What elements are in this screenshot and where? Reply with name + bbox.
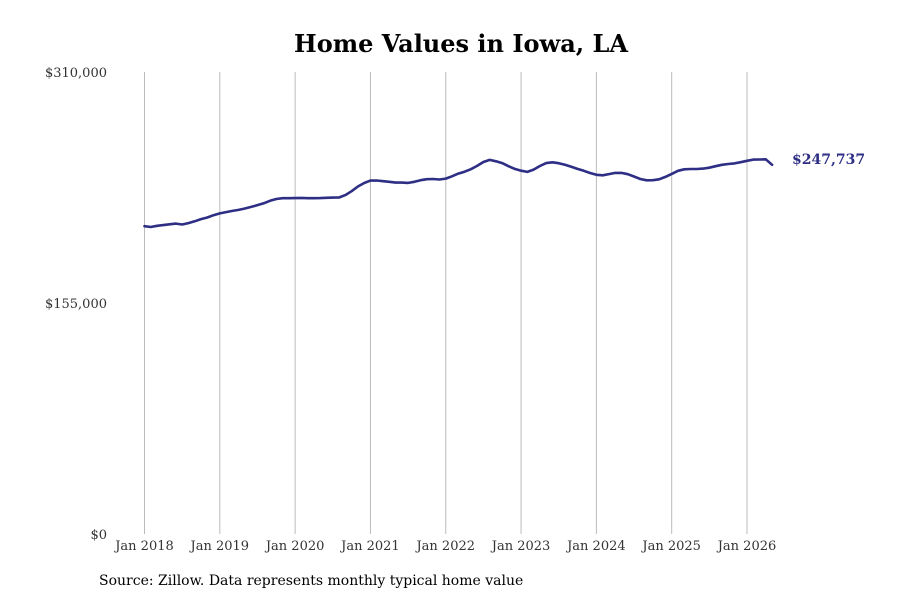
x-tick-label: Jan 2021 — [339, 539, 400, 554]
x-tick-label: Jan 2026 — [716, 539, 777, 554]
vertical-gridlines — [144, 72, 748, 534]
x-tick-label: Jan 2019 — [189, 539, 250, 554]
y-tick-label: $155,000 — [45, 297, 107, 312]
y-axis-tick-labels: $0 $155,000 $310,000 — [45, 66, 107, 543]
y-tick-label: $310,000 — [45, 66, 107, 81]
y-tick-label: $0 — [90, 528, 107, 543]
x-tick-label: Jan 2020 — [264, 539, 325, 554]
latest-value-label: $247,737 — [792, 152, 865, 168]
chart-title: Home Values in Iowa, LA — [294, 29, 628, 58]
x-tick-label: Jan 2022 — [414, 539, 475, 554]
home-value-line — [143, 158, 774, 229]
source-note: Source: Zillow. Data represents monthly … — [99, 573, 524, 589]
x-tick-label: Jan 2023 — [490, 539, 551, 554]
x-tick-label: Jan 2025 — [640, 539, 701, 554]
x-tick-label: Jan 2018 — [113, 539, 174, 554]
x-tick-label: Jan 2024 — [565, 539, 626, 554]
x-axis-tick-labels: Jan 2018 Jan 2019 Jan 2020 Jan 2021 Jan 2022… — [113, 539, 776, 554]
